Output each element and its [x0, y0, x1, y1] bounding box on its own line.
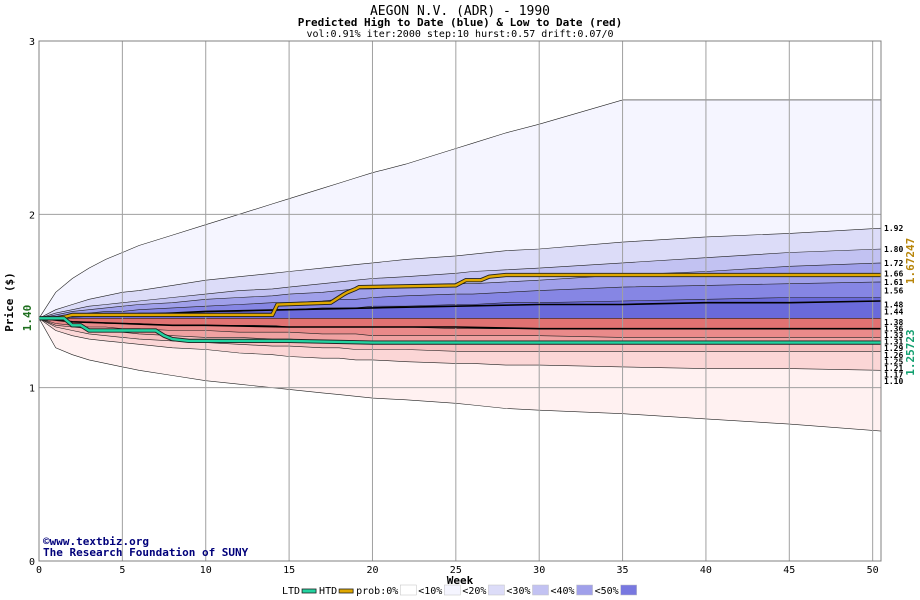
watermark-org: The Research Foundation of SUNY: [43, 546, 249, 559]
y-tick-label: 3: [29, 37, 35, 48]
legend: LTD HTD prob:0% <10% <20% <30% <40% <50%: [282, 584, 637, 597]
legend-label-1: HTD: [319, 586, 337, 597]
legend-line-swatch-0: [301, 588, 317, 594]
y-axis-label: Price ($): [3, 272, 16, 332]
x-tick-label: 30: [533, 565, 545, 576]
series-lines: [39, 272, 881, 345]
probability-bands: [38, 99, 882, 432]
legend-label-7: <50%: [595, 586, 619, 597]
legend-swatch-3: [444, 584, 461, 596]
chart-title: AEGON N.V. (ADR) - 1990: [370, 4, 550, 19]
chart-subtitle: Predicted High to Date (blue) & Low to D…: [298, 16, 623, 29]
right-value-label: 1.26: [884, 351, 903, 360]
right-value-label: 1.38: [884, 318, 903, 327]
right-value-label: 1.36: [884, 324, 903, 333]
plot-frame: [38, 40, 882, 562]
right-value-label: 1.25: [884, 357, 903, 366]
x-tick-label: 45: [783, 565, 795, 576]
legend-label-6: <40%: [551, 586, 575, 597]
x-tick-label: 5: [119, 565, 125, 576]
right-value-label: 1.72: [884, 259, 903, 268]
watermark-url: ©www.textbiz.org: [43, 535, 149, 548]
x-tick-label: 35: [617, 565, 629, 576]
x-tick-label: 25: [450, 565, 462, 576]
right-value-label: 1.61: [884, 278, 903, 287]
x-axis-label: Week: [447, 574, 474, 587]
legend-label-3: <10%: [418, 586, 442, 597]
right-value-label: 1.56: [884, 287, 903, 296]
legend-label-5: <30%: [506, 586, 530, 597]
y-tick-label: 0: [29, 557, 35, 568]
x-tick-label: 0: [36, 565, 42, 576]
x-tick-label: 10: [200, 565, 212, 576]
legend-swatch-6: [576, 584, 593, 596]
legend-line-swatch-1: [338, 588, 354, 594]
legend-label-2: prob:0%: [356, 586, 398, 597]
htd-value-label: 1.67247: [904, 238, 917, 284]
start-price-label: 1.40: [21, 305, 34, 332]
chart-params: vol:0.91% iter:2000 step:10 hurst:0.57 d…: [306, 29, 613, 40]
x-tick-label: 50: [867, 565, 879, 576]
legend-swatch-5: [532, 584, 549, 596]
right-value-labels: 1.92 1.80 1.721.661.611.56 1.481.44 1.381.36…: [884, 224, 903, 386]
axis-ticks: 0 5 10 15 20 25 30 35 40 45 50 0 1 2 3: [29, 37, 879, 576]
right-value-label: 1.80: [884, 245, 903, 254]
right-value-label: 1.29: [884, 344, 903, 353]
legend-swatch-2: [400, 584, 417, 596]
legend-swatch-4: [488, 584, 505, 596]
right-value-label: 1.17: [884, 371, 903, 380]
legend-label-0: LTD: [282, 586, 300, 597]
legend-label-4: <20%: [462, 586, 486, 597]
htd-line: [39, 273, 881, 320]
right-value-label: 1.21: [884, 364, 903, 373]
ltd-value-label: 1.25723: [904, 329, 917, 375]
y-tick-label: 2: [29, 210, 35, 221]
right-value-label: 1.33: [884, 331, 903, 340]
x-tick-label: 40: [700, 565, 712, 576]
right-value-label: 1.66: [884, 269, 903, 278]
y-tick-label: 1: [29, 384, 35, 395]
right-value-label: 1.31: [884, 338, 903, 347]
median-line-1: [38, 317, 881, 330]
x-tick-label: 15: [283, 565, 295, 576]
legend-swatch-7: [620, 584, 637, 596]
x-tick-label: 20: [366, 565, 378, 576]
right-value-label: 1.44: [884, 307, 903, 316]
right-value-label: 1.92: [884, 224, 903, 233]
right-value-label: 1.10: [884, 377, 903, 386]
ltd-line: [39, 317, 881, 344]
right-value-label: 1.48: [884, 300, 903, 309]
